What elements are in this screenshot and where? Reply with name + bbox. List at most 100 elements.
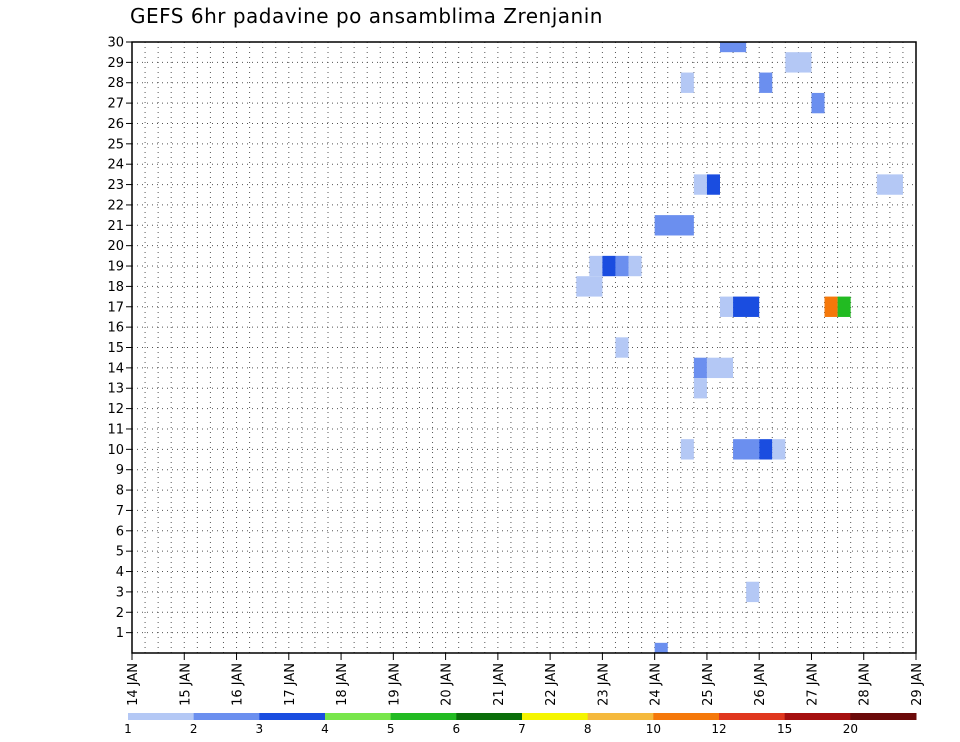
y-tick-label: 10 [107, 443, 124, 458]
heatmap-cell [811, 92, 825, 114]
heatmap-cell [720, 42, 747, 53]
y-tick-label: 1 [116, 626, 124, 641]
colorbar-swatch [784, 713, 851, 720]
y-tick-label: 16 [107, 321, 124, 336]
x-tick-label: 23 JAN [596, 663, 611, 706]
colorbar-tick-label: 15 [777, 722, 792, 736]
y-tick-label: 6 [116, 524, 124, 539]
y-tick-label: 20 [107, 239, 124, 254]
x-tick-label: 20 JAN [440, 663, 455, 706]
y-tick-label: 14 [107, 361, 124, 376]
x-tick-label: 14 JAN [126, 663, 141, 706]
heatmap-cell [759, 72, 773, 93]
heatmap-cell [693, 174, 707, 195]
colorbar-tick-label: 2 [190, 722, 198, 736]
colorbar-swatch [325, 713, 392, 720]
y-tick-label: 25 [107, 137, 124, 152]
colorbar-swatch [653, 713, 720, 720]
heatmap-cell [602, 255, 616, 277]
y-tick-label: 15 [107, 341, 124, 356]
heatmap-cell [693, 357, 707, 379]
x-axis: 14 JAN 15 JAN 16 JAN 17 JAN 18 JAN 19 JAN 20 J… [126, 653, 925, 706]
colorbar-tick-label: 8 [584, 722, 592, 736]
x-tick-label: 29 JAN [910, 663, 925, 706]
y-tick-label: 23 [107, 178, 124, 193]
colorbar-tick-label: 12 [711, 722, 726, 736]
heatmap-cell [589, 255, 603, 277]
heatmap-cell [628, 255, 642, 277]
heatmap-cell [680, 72, 694, 93]
y-axis: 1234567891011121314151617181920212223242… [107, 36, 132, 641]
y-tick-label: 22 [107, 198, 124, 213]
colorbar-swatch [850, 713, 917, 720]
heatmap-cell [733, 439, 760, 460]
colorbar-swatch [128, 713, 195, 720]
colorbar-tick-label: 5 [387, 722, 395, 736]
y-tick-label: 2 [116, 606, 124, 621]
x-tick-label: 18 JAN [335, 663, 350, 706]
colorbar-tick-label: 20 [843, 722, 858, 736]
colorbar-tick-label: 1 [124, 722, 132, 736]
heatmap-cell [824, 296, 838, 317]
y-tick-label: 29 [107, 56, 124, 71]
y-tick-label: 21 [107, 219, 124, 234]
heatmap-cell [746, 581, 760, 603]
colorbar-swatch [719, 713, 786, 720]
x-tick-label: 27 JAN [805, 663, 820, 706]
heatmap-cell [706, 174, 720, 195]
x-tick-label: 26 JAN [753, 663, 768, 706]
cells-layer [576, 42, 903, 653]
colorbar-tick-label: 4 [321, 722, 329, 736]
colorbar-swatch [522, 713, 589, 720]
colorbar: 1 2 3 4 5 6 7 8 10 12 15 20 [124, 713, 917, 736]
y-tick-label: 30 [107, 36, 124, 51]
x-tick-label: 17 JAN [283, 663, 298, 706]
heatmap-cell [654, 642, 668, 653]
heatmap-cell [615, 337, 629, 358]
x-tick-label: 19 JAN [387, 663, 402, 706]
colorbar-tick-label: 7 [518, 722, 526, 736]
y-tick-label: 28 [107, 76, 124, 91]
colorbar-tick-label: 10 [646, 722, 661, 736]
y-tick-label: 8 [116, 484, 124, 499]
colorbar-swatch [193, 713, 260, 720]
heatmap-cell [759, 439, 773, 460]
y-tick-label: 13 [107, 382, 124, 397]
heatmap-cell [654, 215, 694, 236]
y-tick-label: 11 [107, 422, 124, 437]
x-tick-label: 24 JAN [649, 663, 664, 706]
chart-title: GEFS 6hr padavine po ansamblima Zrenjani… [130, 4, 603, 28]
y-tick-label: 26 [107, 117, 124, 132]
y-tick-label: 4 [116, 565, 124, 580]
heatmap-cell [576, 276, 603, 297]
heatmap-cell [733, 296, 760, 317]
y-tick-label: 9 [116, 463, 124, 478]
y-tick-label: 19 [107, 260, 124, 275]
y-tick-label: 3 [116, 585, 124, 600]
heatmap-cell [693, 378, 707, 399]
y-tick-label: 5 [116, 545, 124, 560]
heatmap-cell [785, 52, 812, 73]
heatmap-cell [772, 439, 786, 460]
heatmap-cell [680, 439, 694, 460]
heatmap-cell [706, 357, 734, 379]
heatmap-cell [837, 296, 851, 317]
x-tick-label: 15 JAN [178, 663, 193, 706]
y-tick-label: 24 [107, 158, 124, 173]
grid-layer [132, 41, 916, 653]
heatmap-cell [876, 174, 903, 195]
y-tick-label: 17 [107, 300, 124, 315]
x-tick-label: 16 JAN [231, 663, 246, 706]
y-tick-label: 12 [107, 402, 124, 417]
colorbar-swatch [456, 713, 523, 720]
x-tick-label: 28 JAN [858, 663, 873, 706]
colorbar-swatch [259, 713, 326, 720]
y-tick-label: 27 [107, 97, 124, 112]
x-tick-label: 21 JAN [492, 663, 507, 706]
heatmap-cell [720, 296, 734, 317]
colorbar-swatch [390, 713, 457, 720]
y-tick-label: 18 [107, 280, 124, 295]
colorbar-tick-label: 3 [256, 722, 264, 736]
colorbar-swatch [587, 713, 654, 720]
